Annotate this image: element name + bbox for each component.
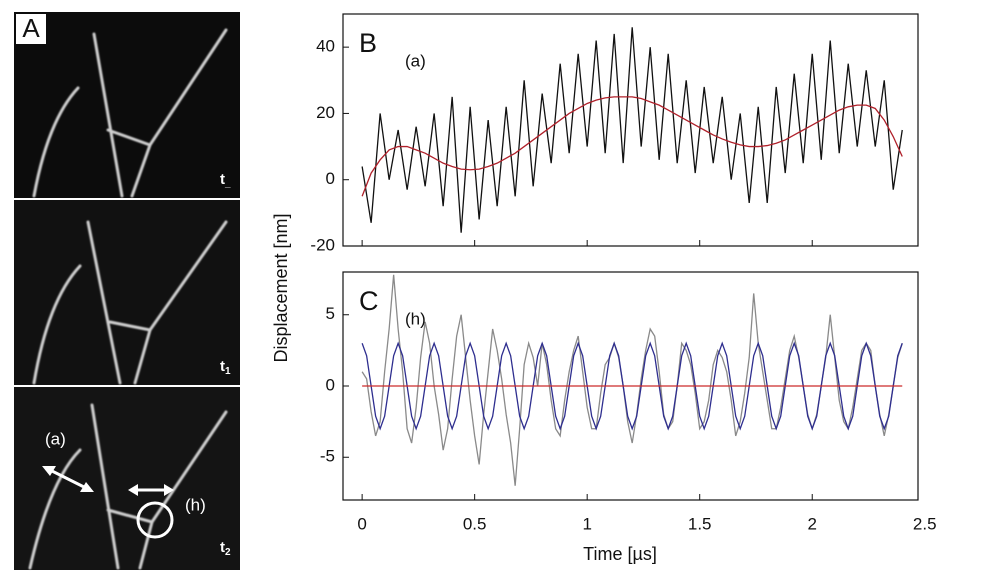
x-tick-label: 1.5 (688, 514, 712, 533)
t-sub: 1 (225, 366, 231, 377)
annotation: (a) (405, 51, 426, 70)
x-tick-label: 2.5 (913, 514, 937, 533)
frame-label: t2 (220, 539, 231, 558)
series-line (361, 274, 903, 486)
y-tick-label: 0 (326, 169, 335, 188)
t: t (220, 539, 225, 556)
frame-label: t_ (220, 171, 231, 189)
panel-label-box (16, 14, 46, 44)
panel-label: B (359, 28, 377, 58)
t: t (220, 171, 225, 188)
t-sub: 2 (225, 547, 231, 558)
series-line (361, 96, 903, 197)
annotation: (h) (185, 495, 206, 514)
arrows (42, 466, 174, 539)
panel-label: C (359, 286, 379, 316)
y-tick-label: 20 (316, 103, 335, 122)
y-tick-label: 40 (316, 37, 335, 56)
x-tick-label: 0.5 (463, 514, 487, 533)
x-axis-label: Time [µs] (583, 544, 657, 564)
frame-label: t1 (220, 358, 231, 377)
series-line (361, 27, 903, 233)
y-tick-label: -5 (320, 447, 335, 466)
filaments (28, 28, 228, 570)
t-sub: _ (224, 178, 231, 189)
annotation: (a) (45, 429, 66, 448)
panel-label: A (22, 13, 40, 43)
annotation: (h) (405, 309, 426, 328)
image-frame (14, 12, 240, 198)
image-frame (14, 200, 240, 385)
series-line (361, 341, 903, 431)
x-tick-label: 1 (582, 514, 591, 533)
y-tick-label: -20 (310, 235, 335, 254)
x-tick-label: 2 (807, 514, 816, 533)
image-frame (14, 387, 240, 570)
t: t (220, 358, 225, 375)
y-axis-label: Displacement [nm] (271, 213, 291, 362)
y-tick-label: 5 (326, 304, 335, 323)
panel-a: A t_ t1 t2 (a) (h) (14, 12, 240, 570)
y-tick-label: 0 (326, 375, 335, 394)
x-tick-label: 0 (357, 514, 366, 533)
plot-frame (342, 13, 919, 247)
